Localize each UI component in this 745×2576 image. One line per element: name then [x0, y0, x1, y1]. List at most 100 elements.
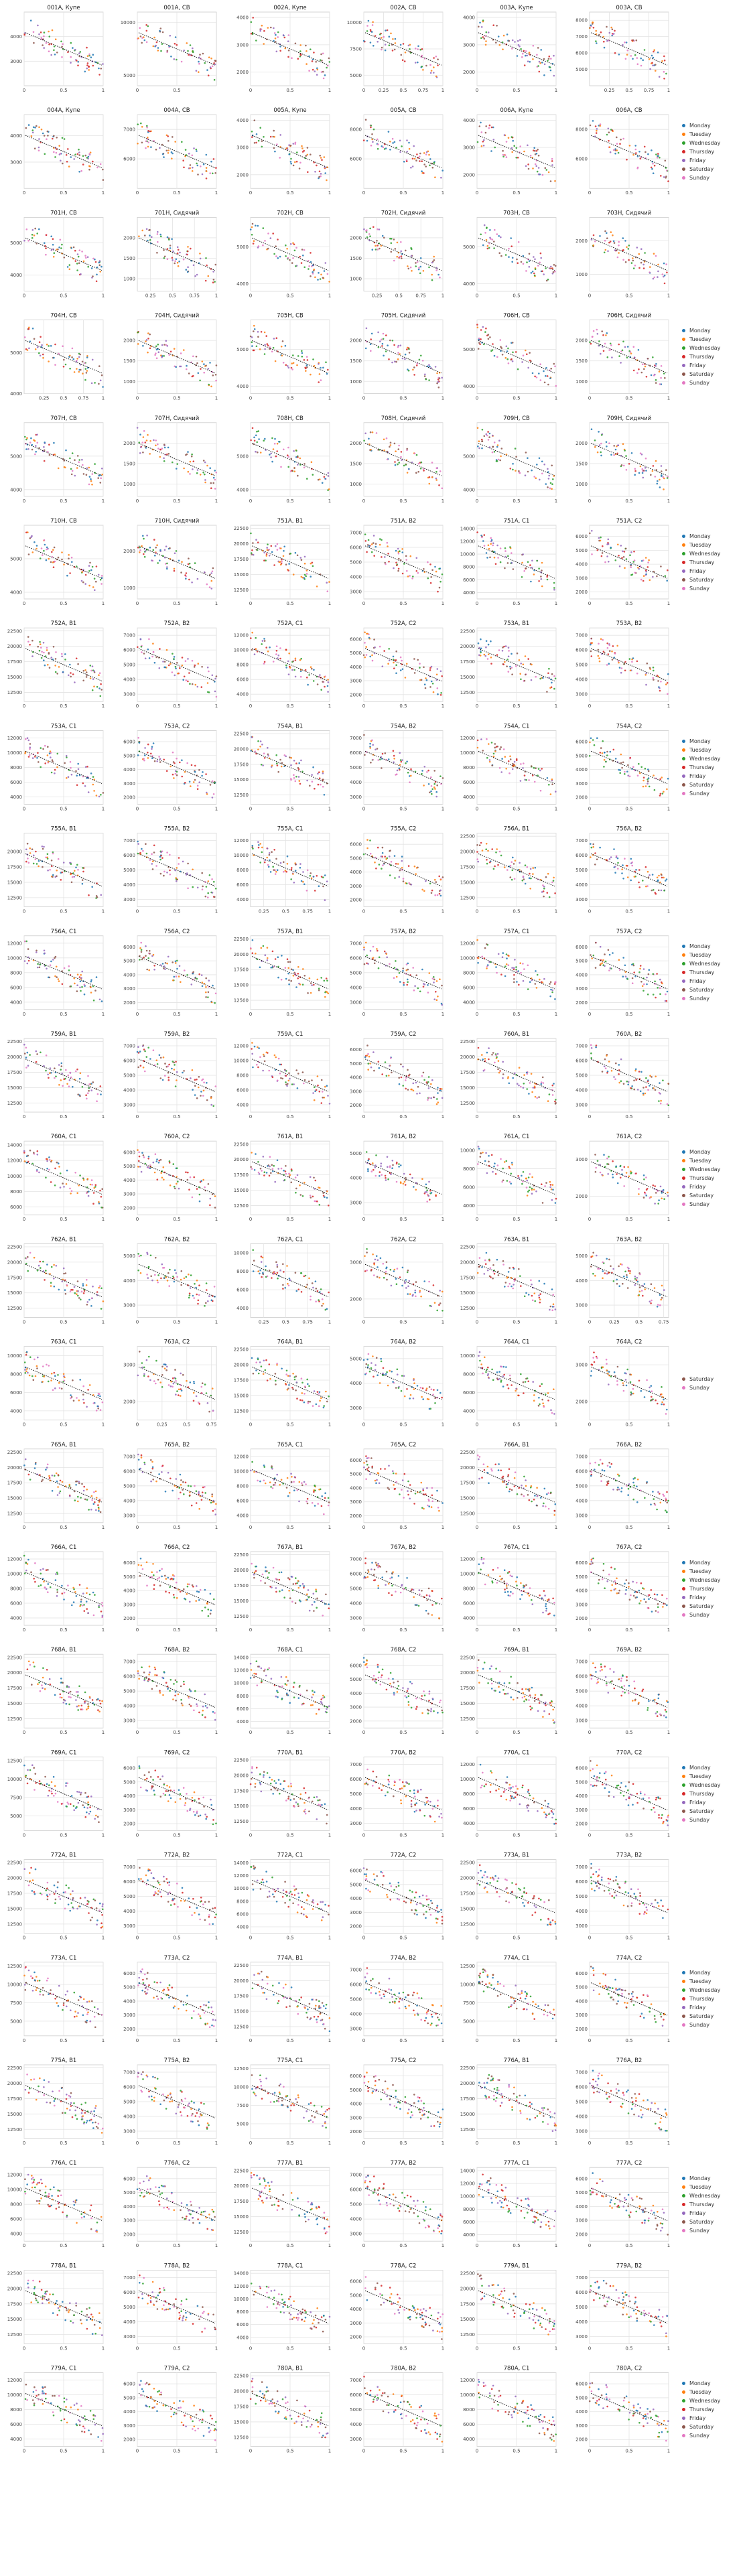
scatter-point [173, 348, 176, 350]
scatter-point [486, 245, 489, 247]
scatter-point [71, 561, 73, 563]
scatter-point [488, 127, 490, 129]
scatter-point [482, 145, 485, 147]
scatter-point [608, 442, 610, 444]
scatter-point [430, 70, 433, 72]
scatter-point [169, 547, 171, 549]
scatter-point [537, 148, 539, 151]
scatter-point [80, 977, 82, 979]
scatter-point [199, 379, 201, 382]
scatter-point [43, 651, 45, 654]
scatter-point [74, 870, 76, 872]
scatter-point [628, 658, 631, 660]
scatter-point [48, 345, 50, 347]
scatter-point [293, 669, 295, 671]
scatter-point [161, 31, 164, 33]
scatter-point [137, 343, 139, 345]
scatter-point [413, 865, 416, 868]
scatter-point [437, 381, 439, 383]
scatter-point [515, 665, 517, 667]
scatter-point [76, 263, 78, 265]
scatter-point [533, 274, 536, 277]
scatter-point [166, 852, 168, 854]
y-tick-label: 3000 [236, 42, 249, 48]
y-tick-label: 6000 [575, 853, 588, 858]
scatter-point [630, 862, 632, 864]
scatter-point [63, 257, 66, 259]
scatter-point [48, 976, 50, 979]
scatter-point [395, 450, 397, 452]
scatter-point [431, 793, 433, 795]
scatter-point [496, 356, 498, 358]
scatter-point [287, 34, 290, 36]
y-tick-label: 4000 [10, 590, 22, 596]
scatter-point [257, 740, 259, 742]
scatter-point [189, 164, 192, 166]
scatter-point [81, 458, 83, 461]
scatter-point [54, 658, 57, 660]
scatter-point [647, 870, 649, 873]
scatter-point [322, 277, 324, 279]
y-tick-label: 17500 [234, 557, 249, 562]
scatter-point [324, 991, 326, 994]
scatter-point [173, 567, 176, 570]
panel-title: 753А, В2 [616, 620, 642, 627]
scatter-point [320, 157, 322, 159]
scatter-point [298, 780, 301, 782]
scatter-point [383, 236, 385, 239]
scatter-point [514, 860, 517, 862]
scatter-point [603, 251, 606, 254]
scatter-point [263, 663, 265, 665]
scatter-point [267, 27, 269, 29]
scatter-point [165, 149, 168, 152]
scatter-point [92, 678, 94, 680]
trend-line [478, 135, 555, 168]
scatter-point [294, 143, 297, 145]
scatter-point [307, 992, 309, 994]
scatter-point [506, 665, 508, 667]
scatter-point [483, 139, 485, 141]
scatter-point [71, 452, 74, 454]
scatter-points [137, 331, 218, 388]
scatter-point [622, 137, 624, 140]
y-tick-label: 3000 [350, 795, 362, 800]
scatter-point [395, 863, 397, 865]
scatter-point [429, 158, 431, 160]
scatter-point [159, 456, 161, 458]
scatter-point [56, 875, 58, 877]
scatter-point [67, 148, 69, 150]
scatter-point [487, 31, 490, 33]
scatter-point [317, 279, 319, 281]
trend-line [590, 853, 668, 887]
scatter-point [194, 977, 197, 979]
scatter-point [69, 862, 71, 864]
scatter-point [530, 765, 533, 767]
scatter-point [313, 364, 316, 367]
scatter-point [657, 270, 659, 273]
scatter-point [187, 658, 189, 660]
scatter-point [598, 340, 600, 342]
scatter-point [261, 640, 264, 642]
scatter-point [31, 757, 34, 759]
scatter-point [312, 766, 314, 768]
scatter-point [600, 31, 602, 33]
scatter-point [547, 383, 549, 386]
scatter-point [372, 758, 374, 761]
scatter-point [518, 659, 521, 661]
scatter-point [151, 655, 153, 658]
scatter-point [89, 677, 92, 679]
scatter-point [548, 677, 550, 679]
scatter-point [590, 856, 592, 858]
scatter-point [209, 362, 211, 364]
x-tick-label: 0 [249, 498, 252, 504]
scatter-point [137, 754, 139, 756]
scatter-point [601, 752, 604, 754]
scatter-point [371, 133, 373, 135]
scatter-point [167, 135, 169, 137]
scatter-point [138, 235, 140, 238]
scatter-points [363, 226, 441, 281]
scatter-point [292, 873, 294, 875]
scatter-point [82, 155, 84, 157]
